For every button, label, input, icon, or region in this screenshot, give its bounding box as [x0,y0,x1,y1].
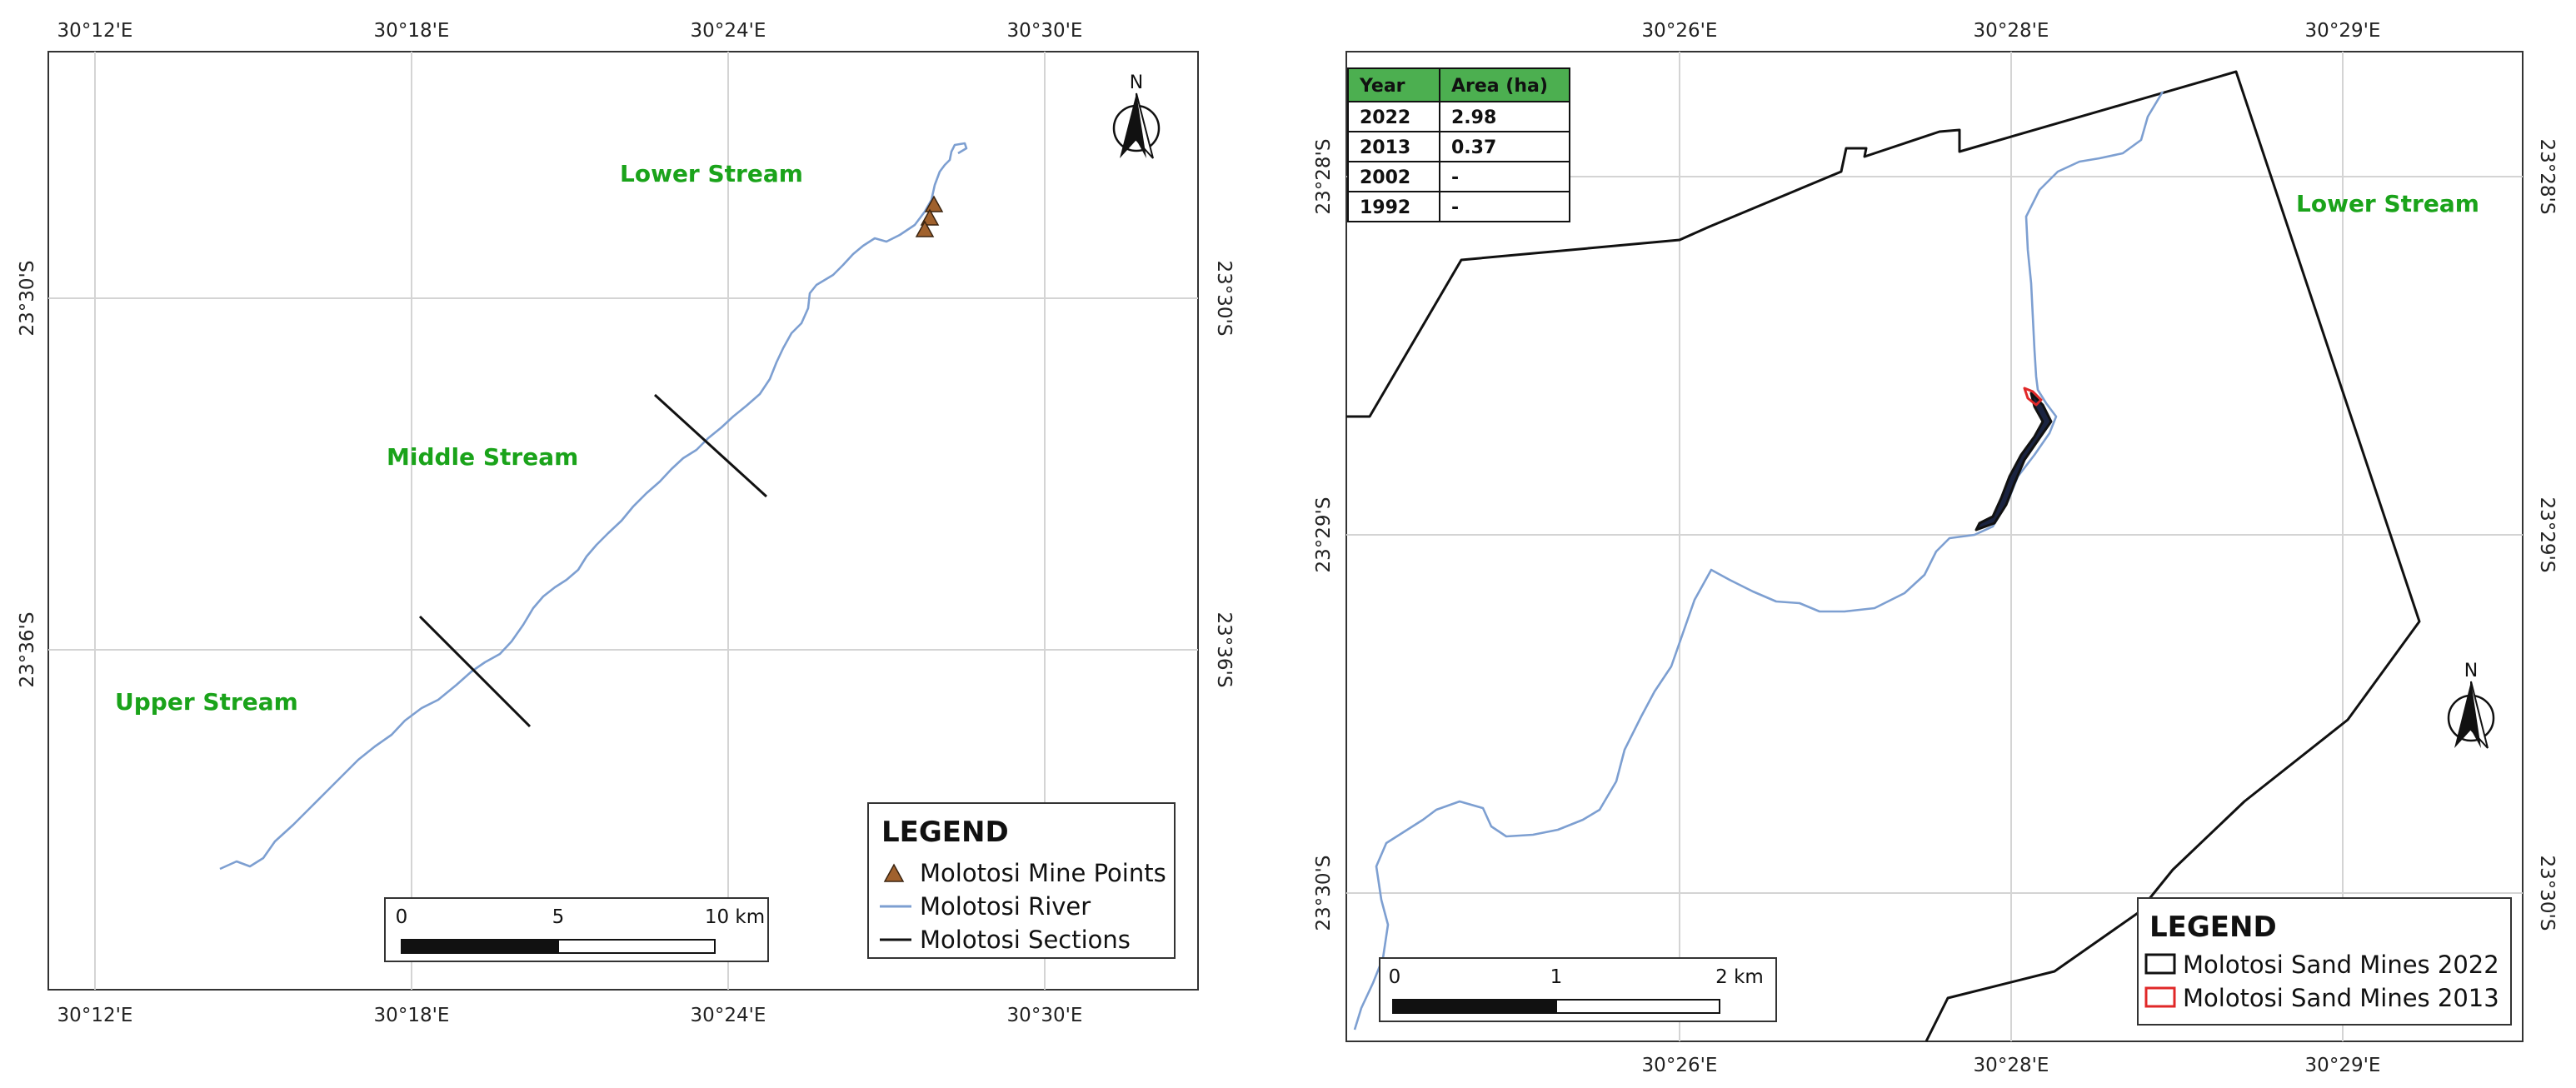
left-x-tick-top: 30°12'E [57,20,133,42]
left-x-tick-bottom: 30°12'E [57,1005,133,1026]
zone-label-upper: Upper Stream [115,688,298,716]
table-header: Year [1359,76,1405,97]
left-y-tick-right: 23°36'S [1213,612,1235,688]
legend-item: Molotosi Sand Mines 2022 [2183,951,2499,979]
legend-title: LEGEND [2149,911,2277,944]
right-map: 30°26'E 30°28'E 30°29'E 30°26'E 30°28'E … [1313,20,2558,1076]
table-cell: 2.98 [1451,107,1496,128]
mine-area-table: Year Area (ha) 2022 2.98 2013 0.37 2002 … [1347,67,1570,222]
right-scale-bar: 0 1 2 km [1379,957,1777,1022]
molotosi-river [1353,91,2164,1031]
table-cell: 2002 [1360,167,1410,188]
molotosi-river [219,142,968,871]
table-cell: 2013 [1360,137,1410,158]
mine-point [920,208,940,226]
sand-mine-2022 [1974,392,2053,532]
north-arrow-icon: N [2447,661,2495,749]
right-x-tick-top: 30°29'E [2305,20,2381,42]
left-scale-bar: 0 5 10 km [384,897,769,962]
sand-mine-2022-symbol [2144,953,2176,975]
north-label: N [1130,72,1143,93]
scale-label: 0 [396,906,408,928]
zone-label-lower: Lower Stream [2296,190,2479,217]
section-line [653,393,768,498]
scale-label: 10 km [705,906,765,928]
zone-label-middle: Middle Stream [387,443,578,471]
scale-label: 5 [552,906,565,928]
sand-mine-2013 [2023,387,2043,407]
table-cell: 1992 [1360,197,1410,218]
left-x-tick-bottom: 30°30'E [1007,1005,1083,1026]
mine-points [915,195,944,237]
scale-label: 1 [1550,966,1563,988]
left-y-tick-left: 23°36'S [17,612,38,688]
legend-item: Molotosi Sand Mines 2013 [2183,984,2499,1012]
left-y-tick-right: 23°30'S [1213,261,1235,337]
mine-point-symbol [883,863,905,882]
legend-item: Molotosi Sections [920,926,1131,954]
legend-item: Molotosi River [920,892,1091,921]
mine-point [915,220,935,237]
zone-label-lower: Lower Stream [620,160,803,187]
left-x-tick-top: 30°24'E [691,20,766,42]
left-x-tick-top: 30°30'E [1007,20,1083,42]
right-x-tick-bottom: 30°26'E [1642,1055,1718,1076]
left-graticule [48,52,1198,990]
right-y-tick-left: 23°30'S [1313,856,1335,931]
right-y-tick-left: 23°28'S [1313,139,1335,215]
legend-title: LEGEND [881,816,1009,849]
right-y-tick-right: 23°30'S [2536,856,2558,931]
left-y-tick-left: 23°30'S [17,261,38,337]
north-label: N [2464,661,2478,681]
left-legend: LEGEND Molotosi Mine Points Molotosi Riv… [867,802,1176,959]
left-map: 30°12'E 30°18'E 30°24'E 30°30'E 30°12'E … [17,20,1235,1026]
right-legend: LEGEND Molotosi Sand Mines 2022 Molotosi… [2137,897,2512,1026]
right-x-tick-bottom: 30°29'E [2305,1055,2381,1076]
left-x-tick-bottom: 30°24'E [691,1005,766,1026]
section-line [418,615,532,728]
table-cell: - [1451,197,1459,218]
right-y-tick-right: 23°29'S [2536,497,2558,573]
left-x-tick-top: 30°18'E [374,20,450,42]
table-header: Area (ha) [1451,76,1548,97]
legend-item: Molotosi Mine Points [920,859,1166,887]
left-x-tick-bottom: 30°18'E [374,1005,450,1026]
scale-label: 2 km [1715,966,1764,988]
sand-mine-2013-symbol [2144,986,2176,1008]
right-x-tick-top: 30°28'E [1974,20,2049,42]
right-y-tick-left: 23°29'S [1313,497,1335,573]
mine-point [924,195,944,212]
right-x-tick-top: 30°26'E [1642,20,1718,42]
north-arrow-icon: N [1112,72,1161,159]
table-cell: - [1451,167,1459,188]
table-cell: 2022 [1360,107,1410,128]
scale-label: 0 [1389,966,1401,988]
right-y-tick-right: 23°28'S [2536,139,2558,215]
right-x-tick-bottom: 30°28'E [1974,1055,2049,1076]
table-cell: 0.37 [1451,137,1496,158]
